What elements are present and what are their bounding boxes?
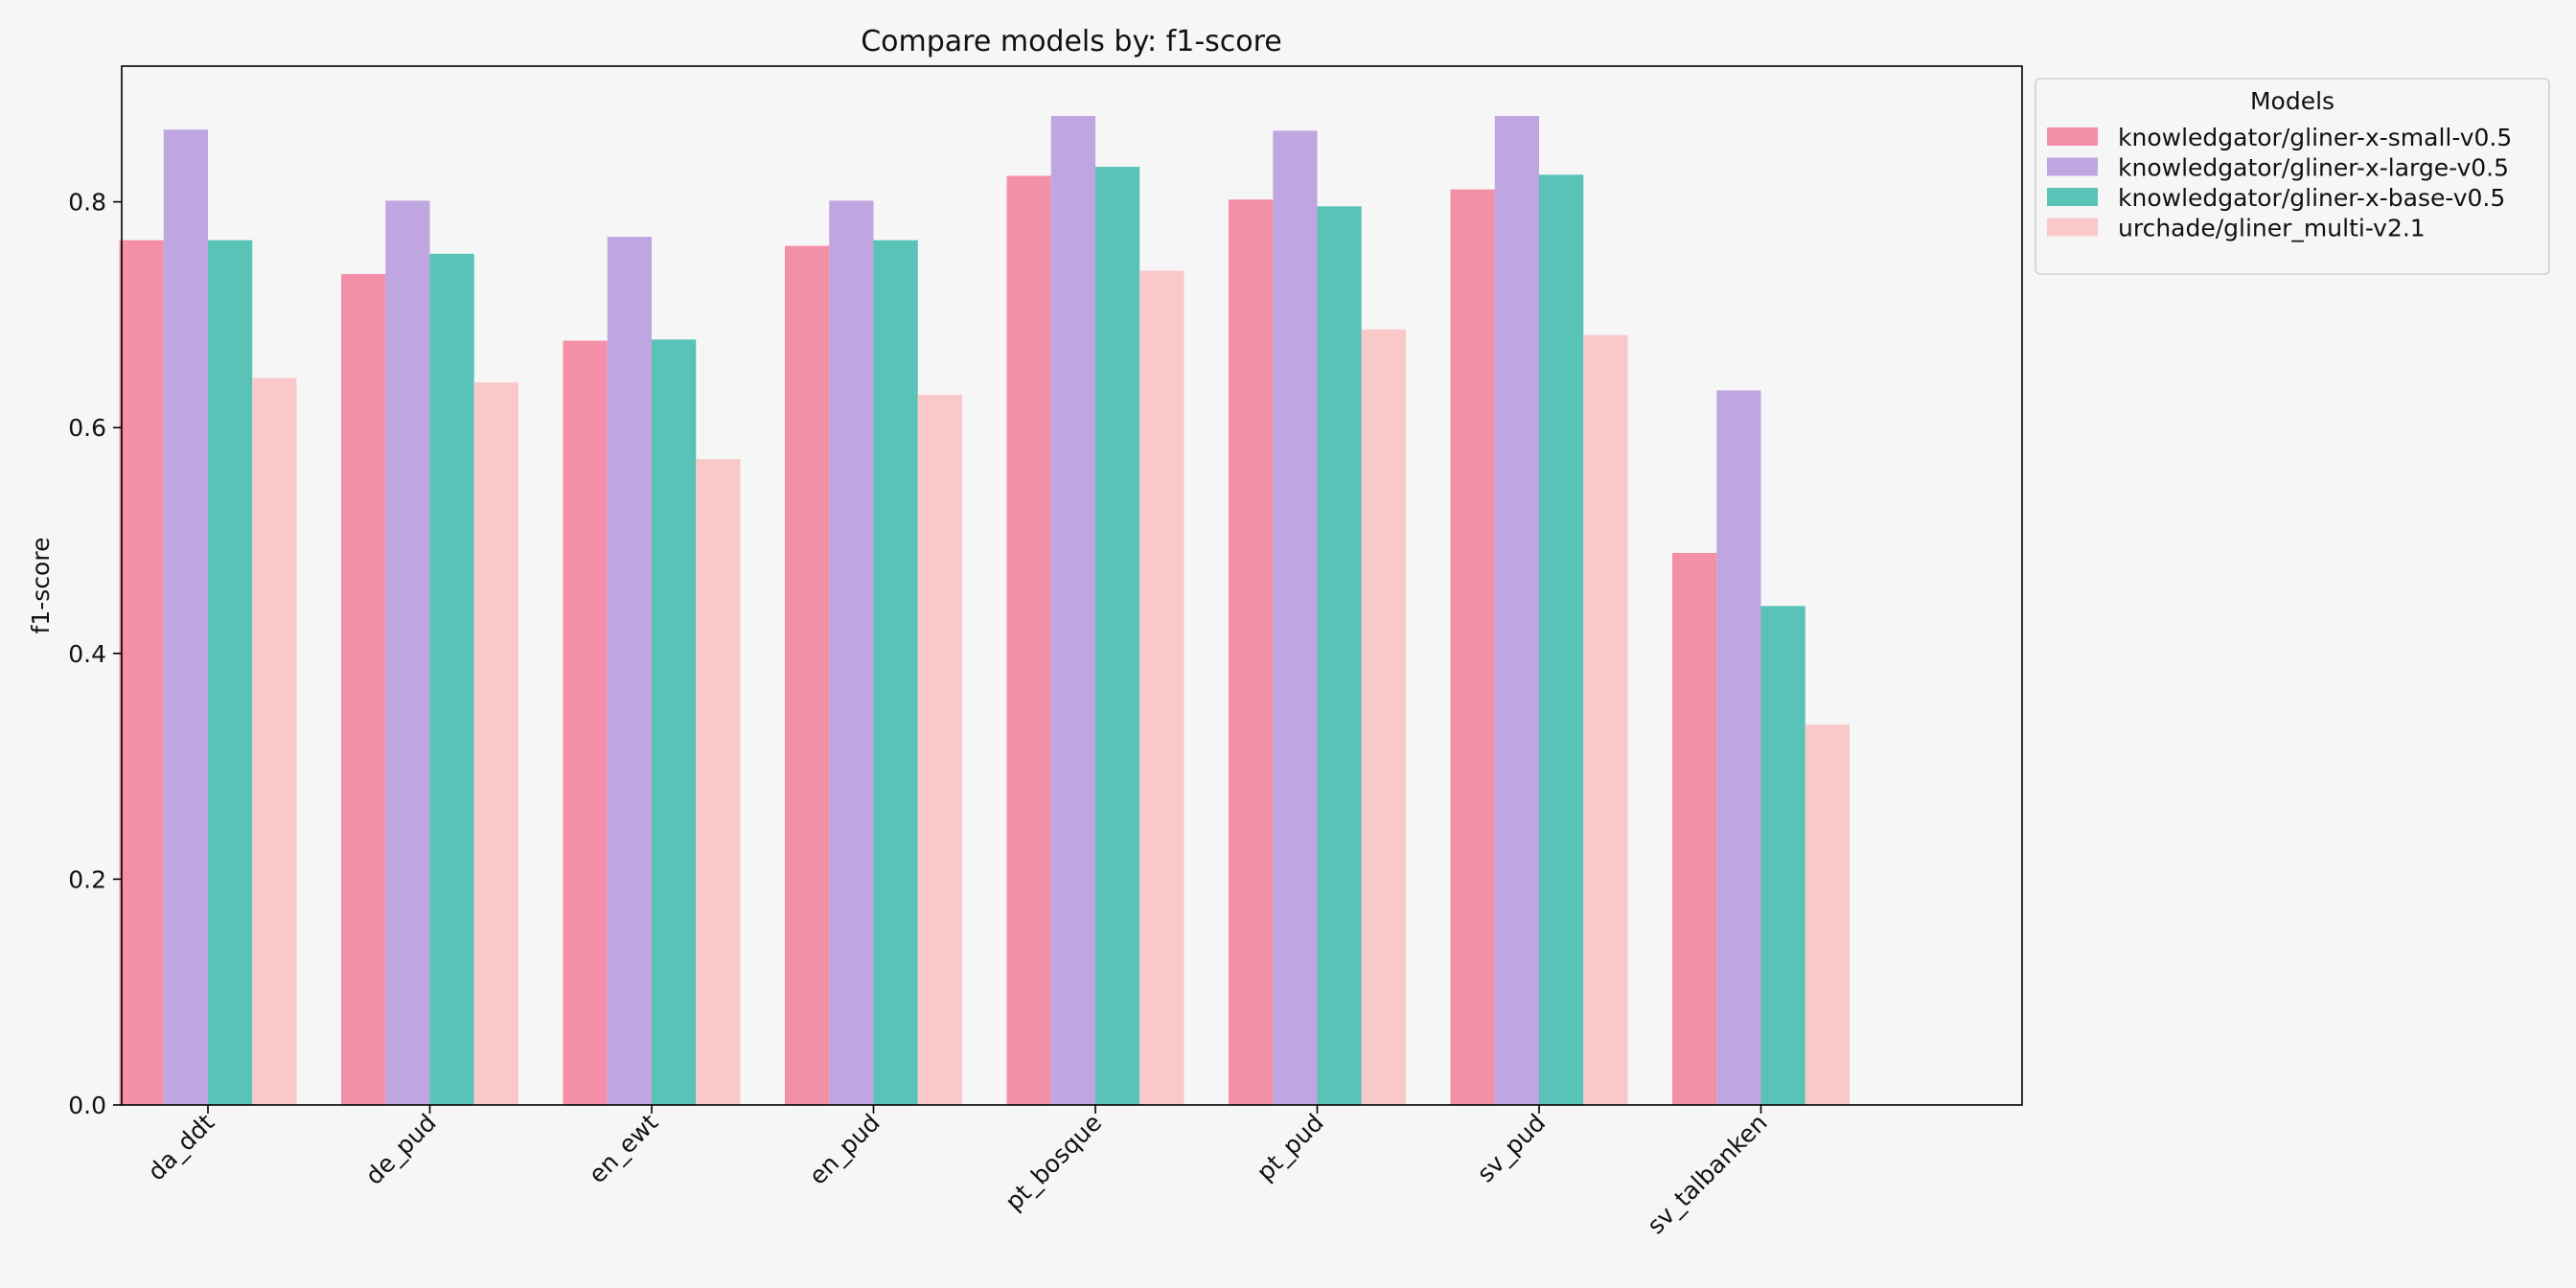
bar-da_ddt-series-1 xyxy=(119,240,164,1105)
legend: Models knowledgator/gliner-x-small-v0.5 k… xyxy=(2035,78,2550,275)
legend-swatch-1 xyxy=(2047,127,2098,146)
bar-en_pud-series-1 xyxy=(785,245,830,1105)
legend-swatch-2 xyxy=(2047,157,2098,176)
y-tick-label: 0.0 xyxy=(68,1092,106,1119)
x-tick-label-en_ewt: en_ewt xyxy=(584,1109,664,1189)
x-tick-label-sv_pud: sv_pud xyxy=(1472,1109,1552,1188)
y-axis-label: f1-score xyxy=(27,538,55,634)
legend-title: Models xyxy=(2250,87,2334,115)
bar-sv_pud-series-2 xyxy=(1494,116,1539,1106)
x-tick-label-da_ddt: da_ddt xyxy=(142,1109,219,1186)
bar-de_pud-series-2 xyxy=(385,200,430,1106)
x-tick-label-pt_pud: pt_pud xyxy=(1252,1109,1329,1186)
legend-swatch-4 xyxy=(2047,218,2098,237)
bar-pt_pud-series-3 xyxy=(1317,206,1362,1105)
x-axis: da_ddt de_pud en_ewt en_pud pt_bosque pt_pud s… xyxy=(142,1105,1773,1240)
bar-da_ddt-series-3 xyxy=(208,240,253,1105)
legend-label-1: knowledgator/gliner-x-small-v0.5 xyxy=(2118,124,2512,151)
x-tick-label-en_pud: en_pud xyxy=(804,1109,886,1190)
bar-en_ewt-series-2 xyxy=(607,237,652,1105)
chart-title: Compare models by: f1-score xyxy=(861,25,1282,58)
legend-label-4: urchade/gliner_multi-v2.1 xyxy=(2118,215,2426,242)
x-tick-label-sv_talbanken: sv_talbanken xyxy=(1642,1109,1773,1240)
bar-da_ddt-series-4 xyxy=(252,378,297,1105)
y-tick-label: 0.2 xyxy=(68,865,106,893)
y-tick-label: 0.4 xyxy=(68,640,106,668)
y-tick-label: 0.8 xyxy=(68,189,106,217)
bar-pt_bosque-series-3 xyxy=(1095,167,1140,1105)
bar-de_pud-series-4 xyxy=(473,382,518,1106)
y-axis: 0.0 0.2 0.4 0.6 0.8 xyxy=(68,189,122,1119)
bar-en_ewt-series-1 xyxy=(563,340,608,1105)
bar-en_pud-series-3 xyxy=(873,240,918,1105)
y-tick-label: 0.6 xyxy=(68,414,106,442)
bar-de_pud-series-1 xyxy=(341,273,386,1105)
bar-pt_bosque-series-1 xyxy=(1006,175,1051,1105)
bar-pt_bosque-series-4 xyxy=(1139,270,1184,1106)
x-tick-label-de_pud: de_pud xyxy=(360,1109,442,1190)
bar-de_pud-series-3 xyxy=(429,253,474,1105)
x-tick-label-pt_bosque: pt_bosque xyxy=(1000,1109,1107,1216)
bar-da_ddt-series-2 xyxy=(163,129,208,1105)
legend-label-3: knowledgator/gliner-x-base-v0.5 xyxy=(2118,184,2505,212)
bars-group xyxy=(119,116,1850,1106)
bar-pt_bosque-series-2 xyxy=(1050,116,1095,1106)
bar-sv_talbanken-series-1 xyxy=(1672,552,1717,1105)
plot-frame xyxy=(121,65,2023,1106)
bar-sv_talbanken-series-2 xyxy=(1716,390,1761,1106)
legend-label-2: knowledgator/gliner-x-large-v0.5 xyxy=(2118,154,2509,182)
bar-pt_pud-series-2 xyxy=(1273,130,1318,1105)
legend-swatch-3 xyxy=(2047,188,2098,206)
bar-en_ewt-series-4 xyxy=(696,459,741,1105)
bar-sv_talbanken-series-4 xyxy=(1805,724,1850,1105)
bar-en_pud-series-2 xyxy=(829,200,874,1106)
bar-en_pud-series-4 xyxy=(917,395,962,1105)
bar-sv_pud-series-4 xyxy=(1583,334,1628,1106)
bar-pt_pud-series-1 xyxy=(1229,199,1274,1106)
bar-pt_pud-series-4 xyxy=(1361,329,1406,1106)
legend-frame xyxy=(2035,78,2550,275)
bar-sv_pud-series-1 xyxy=(1450,189,1495,1105)
bar-sv_talbanken-series-3 xyxy=(1760,606,1806,1105)
bar-en_ewt-series-3 xyxy=(652,339,697,1105)
bar-sv_pud-series-3 xyxy=(1539,174,1584,1105)
